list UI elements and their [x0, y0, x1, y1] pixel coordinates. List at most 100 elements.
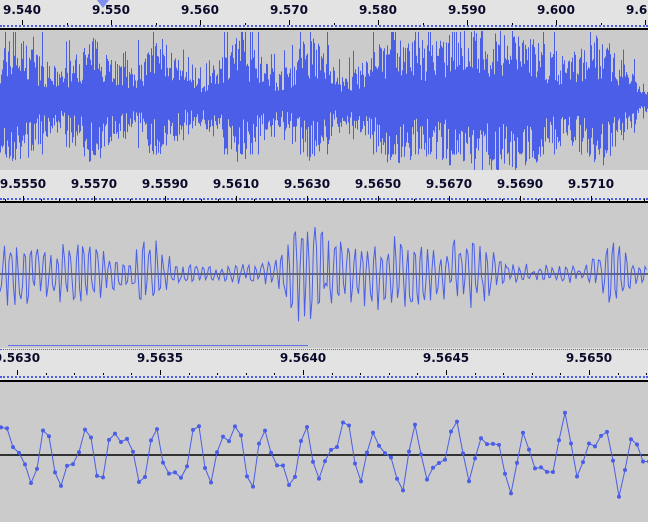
ruler-tick	[560, 373, 561, 375]
sample-point	[179, 475, 183, 480]
ruler-tick	[589, 370, 590, 375]
sample-point	[635, 442, 639, 447]
sample-point	[251, 484, 255, 489]
ruler-tick	[332, 373, 333, 375]
sample-point	[281, 463, 285, 468]
sample-point	[425, 477, 429, 482]
sample-point	[473, 456, 477, 461]
ruler-label: 9.590	[448, 3, 486, 17]
sample-point	[323, 459, 327, 464]
sample-point	[0, 425, 3, 430]
ruler-tick	[189, 373, 190, 375]
ruler-label: 9.5640	[279, 351, 327, 365]
sample-point	[203, 465, 207, 470]
ruler-tick	[467, 199, 468, 201]
ruler-label: 9.5590	[141, 177, 189, 191]
sample-point	[137, 479, 141, 484]
sample-point	[353, 461, 357, 466]
ruler-tick	[236, 196, 237, 201]
sample-point	[539, 465, 543, 470]
ruler-tick	[254, 199, 255, 201]
sample-point	[629, 437, 633, 442]
sample-point	[527, 447, 531, 452]
timeline-ruler-2[interactable]: 9.5550 9.5570 9.5590 9.5610 9.5630 9.5650 9.56…	[0, 170, 648, 203]
ruler-label: 9.5645	[422, 351, 470, 365]
sample-point	[305, 425, 309, 430]
sample-point	[533, 466, 537, 471]
ruler-label: 9.5650	[565, 351, 613, 365]
sample-point	[107, 437, 111, 442]
ruler-tick	[160, 370, 161, 375]
ruler-label: 9.5710	[567, 177, 615, 191]
sample-point	[581, 460, 585, 465]
ruler-divider	[0, 201, 648, 203]
ruler-label: 9.5670	[425, 177, 473, 191]
ruler-tick	[467, 20, 468, 25]
waveform-track-2[interactable]	[0, 204, 648, 344]
sample-point	[497, 442, 501, 447]
ruler-divider	[0, 28, 648, 30]
sample-point	[167, 471, 171, 476]
timeline-ruler-3[interactable]: 9.5630 9.5635 9.5640 9.5645 9.5650	[0, 345, 648, 382]
playhead-triangle-icon[interactable]	[97, 0, 109, 8]
sample-point	[587, 441, 591, 446]
sample-point	[221, 434, 225, 439]
ruler-tick	[609, 199, 610, 201]
sample-point	[359, 479, 363, 484]
ruler-tick	[67, 23, 68, 25]
ruler-tick	[360, 199, 361, 201]
ruler-label: 9.5635	[136, 351, 184, 365]
ruler-tick	[130, 199, 131, 201]
sample-point	[461, 451, 465, 456]
ruler-tick	[165, 196, 166, 201]
ruler-tick	[601, 23, 602, 25]
ruler-guide-line	[0, 376, 648, 378]
waveform	[0, 31, 648, 170]
ruler-label: 9.5630	[283, 177, 331, 191]
sample-point	[173, 470, 177, 475]
ruler-tick	[183, 199, 184, 201]
sample-point	[419, 452, 423, 457]
sample-point	[335, 444, 339, 449]
waveform-track-3[interactable]	[0, 383, 648, 522]
ruler-tick	[46, 373, 47, 375]
ruler-tick	[200, 20, 201, 25]
sample-point	[53, 470, 57, 475]
ruler-label: 9.5690	[496, 177, 544, 191]
sample-point	[443, 457, 447, 462]
ruler-tick	[556, 199, 557, 201]
sample-point	[23, 462, 27, 467]
sample-point	[317, 476, 321, 481]
ruler-tick	[325, 199, 326, 201]
ruler-tick	[245, 23, 246, 25]
ruler-tick	[512, 23, 513, 25]
sample-point	[5, 426, 9, 431]
sample-point	[197, 424, 201, 429]
sample-point	[143, 474, 147, 479]
ruler-label: 9.5610	[212, 177, 260, 191]
sample-point	[521, 430, 525, 435]
ruler-tick	[74, 373, 75, 375]
sample-point	[287, 482, 291, 487]
selection-bar[interactable]	[8, 345, 308, 346]
ruler-tick	[644, 199, 645, 201]
sample-point	[59, 483, 63, 488]
ruler-tick	[449, 196, 450, 201]
ruler-tick	[573, 199, 574, 201]
sample-point	[377, 443, 381, 448]
sample-point	[47, 434, 51, 439]
sample-point	[161, 460, 165, 465]
sample-point	[491, 441, 495, 446]
ruler-tick	[556, 20, 557, 25]
sample-point	[299, 438, 303, 443]
sample-point	[467, 479, 471, 484]
sample-point	[257, 441, 261, 446]
ruler-tick	[378, 196, 379, 201]
sample-point	[77, 450, 81, 455]
ruler-tick	[389, 373, 390, 375]
ruler-label: 9.580	[359, 3, 397, 17]
sample-point	[395, 476, 399, 481]
waveform-track-1[interactable]	[0, 31, 648, 170]
sample-point	[101, 475, 105, 480]
